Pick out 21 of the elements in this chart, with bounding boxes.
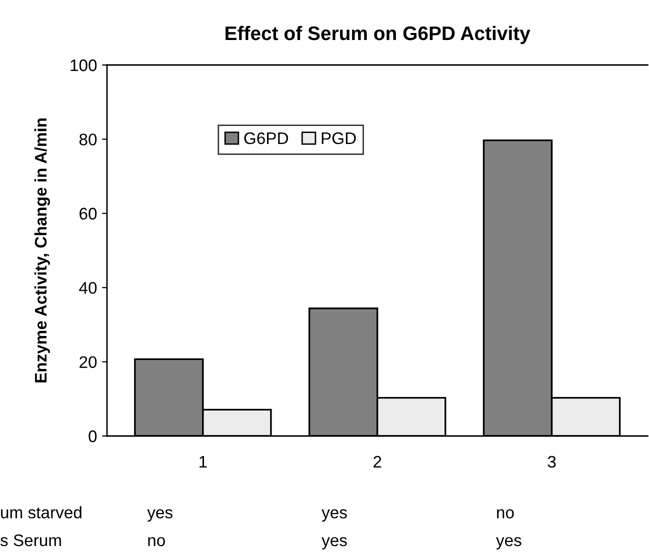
y-tick-label: 60 bbox=[80, 208, 97, 220]
legend-label: PGD bbox=[322, 132, 356, 144]
x-tick-label: 2 bbox=[374, 456, 382, 468]
text: um starved bbox=[1, 506, 82, 518]
x-tick-label: 3 bbox=[548, 456, 556, 468]
text: s Serum bbox=[0, 534, 61, 546]
x-tick-label: 1 bbox=[200, 456, 207, 468]
text: no bbox=[148, 537, 165, 546]
y-tick-label: 40 bbox=[79, 282, 97, 294]
text: yes bbox=[322, 509, 347, 522]
chart-title: Effect of Serum on G6PD Activity bbox=[226, 26, 530, 44]
y-axis-title: Enzyme Activity, Change in A/min bbox=[34, 118, 50, 382]
y-tick-label: 0 bbox=[88, 430, 97, 442]
y-tick-label: 20 bbox=[80, 356, 97, 368]
text: no bbox=[497, 509, 514, 518]
text: yes bbox=[147, 509, 172, 522]
legend-label: G6PD bbox=[244, 132, 288, 144]
text: yes bbox=[496, 537, 522, 550]
y-tick-label: 100 bbox=[70, 59, 97, 72]
y-tick-label: 80 bbox=[79, 134, 97, 146]
text: yes bbox=[322, 537, 347, 550]
